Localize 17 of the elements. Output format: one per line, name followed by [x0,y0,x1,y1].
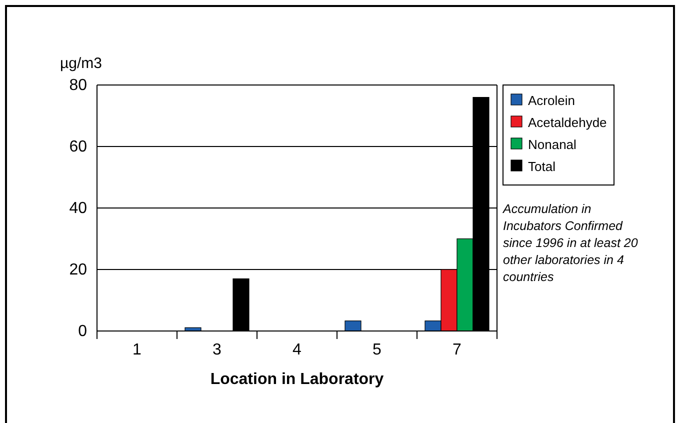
y-tick-label: 80 [69,77,88,94]
legend-label: Nonanal [528,137,577,152]
legend-label: Acetaldehyde [528,115,607,130]
x-tick-label: 1 [132,341,142,358]
x-tick-label: 7 [452,341,462,358]
x-tick-label: 5 [372,341,382,358]
y-tick-label: 0 [78,323,88,340]
x-tick-label: 4 [292,341,302,358]
y-tick-label: 60 [69,138,88,156]
text: Accumulation in Incubators Confirmed since 1996 in at least 20 other laboratories in 4 countries [502,202,638,284]
x-axis-title: Location in Laboratory [210,371,384,388]
x-tick-label: 3 [212,341,222,358]
y-axis-title: µg/m3 [60,55,102,72]
legend-label: Total [528,159,556,174]
legend-label: Acrolein [528,93,575,108]
y-tick-label: 40 [69,200,88,218]
y-tick-label: 20 [69,262,88,279]
